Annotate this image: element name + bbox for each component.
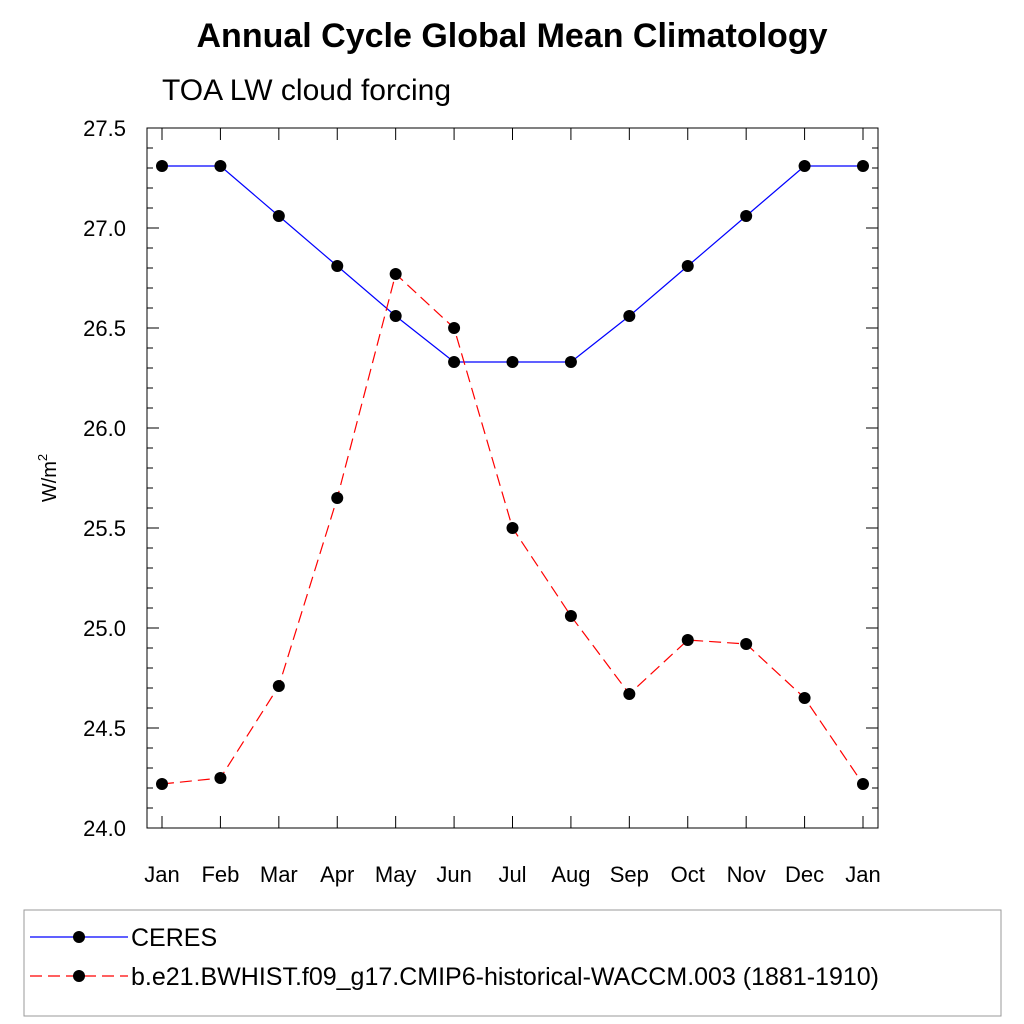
y-axis-label-unit: W/m — [39, 461, 61, 502]
x-tick-label: Nov — [727, 862, 766, 887]
legend-label-1: CERES — [131, 924, 217, 952]
series-2-point — [389, 268, 402, 280]
series-2-point — [798, 692, 811, 704]
x-tick-label: May — [375, 862, 417, 887]
y-tick-label: 27.5 — [83, 116, 126, 141]
series-1-point — [331, 260, 344, 272]
y-tick-label: 26.0 — [83, 416, 126, 441]
x-tick-label: Apr — [320, 862, 354, 887]
y-axis-label: W/m2 — [35, 454, 61, 502]
y-tick-label: 24.0 — [83, 816, 126, 841]
series-2-point — [214, 772, 227, 784]
series-2-point — [740, 638, 753, 650]
series-1-point — [857, 160, 869, 172]
x-tick-label: Jul — [498, 862, 526, 887]
series-1-point — [798, 160, 811, 172]
series-2-point — [681, 634, 694, 646]
plot-frame — [146, 127, 879, 829]
series-2-point — [272, 680, 285, 692]
x-tick-label: Jun — [436, 862, 471, 887]
axes: 24.0 24.5 25.0 25.5 26.0 26.5 27.0 27.5 Jan Feb Ma… — [83, 116, 881, 887]
legend: CERES b.e21.BWHIST.f09_g17.CMIP6-historic… — [30, 924, 879, 991]
legend-marker-2 — [73, 970, 85, 982]
series-1-point — [272, 210, 285, 222]
chart-title: Annual Cycle Global Mean Climatology — [197, 17, 828, 55]
x-tick-label: Sep — [610, 862, 649, 887]
series-1-point — [681, 260, 694, 272]
y-axis-label-superscript: 2 — [35, 454, 50, 461]
series-1-point — [214, 160, 227, 172]
series-1-point — [564, 356, 577, 368]
series-2-point — [857, 778, 869, 790]
series-2-point — [506, 522, 519, 534]
x-tick-label: Jan — [845, 862, 880, 887]
y-tick-label: 26.5 — [83, 316, 126, 341]
chart-subtitle: TOA LW cloud forcing — [162, 74, 451, 107]
y-tick-label: 24.5 — [83, 716, 126, 741]
series-1-point — [156, 160, 168, 172]
legend-marker-1 — [73, 931, 85, 943]
series-1-point — [740, 210, 753, 222]
series-1-point — [506, 356, 519, 368]
series-1-point — [448, 356, 461, 368]
series-1-point — [623, 310, 636, 322]
x-tick-label: Aug — [551, 862, 590, 887]
series-2-point — [156, 778, 168, 790]
y-tick-label: 25.5 — [83, 516, 126, 541]
legend-box — [23, 909, 1002, 1017]
series-1-point — [389, 310, 402, 322]
series-2-point — [448, 322, 461, 334]
y-tick-label: 27.0 — [83, 216, 126, 241]
x-tick-label: Dec — [785, 862, 824, 887]
x-tick-label: Feb — [201, 862, 239, 887]
x-tick-label: Jan — [144, 862, 179, 887]
series-2-point — [331, 492, 344, 504]
y-tick-label: 25.0 — [83, 616, 126, 641]
series-2-point — [623, 688, 636, 700]
series-2-point — [564, 610, 577, 622]
x-tick-label: Oct — [671, 862, 705, 887]
legend-label-2: b.e21.BWHIST.f09_g17.CMIP6-historical-WA… — [131, 963, 879, 991]
x-tick-label: Mar — [260, 862, 298, 887]
series-layer — [156, 160, 869, 790]
series-line-1 — [162, 165, 863, 363]
